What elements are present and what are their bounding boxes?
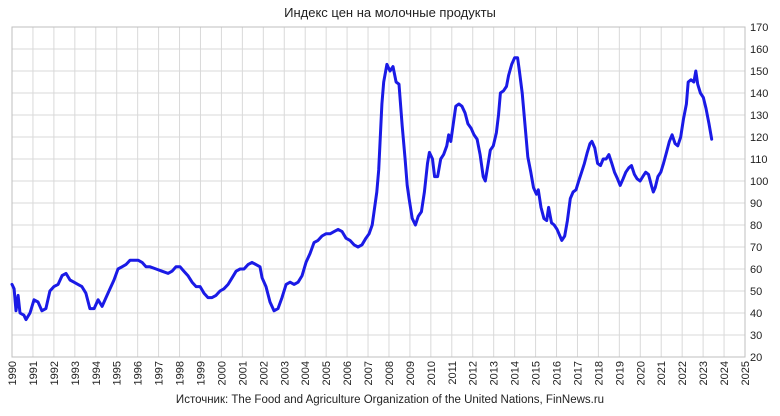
x-tick-label: 2010 xyxy=(426,361,438,385)
y-tick-label: 60 xyxy=(750,264,762,276)
x-tick-label: 2014 xyxy=(510,361,522,385)
x-tick-label: 1998 xyxy=(175,361,187,385)
y-tick-label: 140 xyxy=(750,88,768,100)
x-tick-label: 2008 xyxy=(384,361,396,385)
chart-title: Индекс цен на молочные продукты xyxy=(284,5,496,20)
x-tick-label: 2020 xyxy=(635,361,647,385)
x-tick-label: 2006 xyxy=(342,361,354,385)
y-tick-label: 120 xyxy=(750,132,768,144)
x-tick-label: 2011 xyxy=(447,361,459,385)
x-tick-label: 2004 xyxy=(300,361,312,385)
y-tick-label: 20 xyxy=(750,352,762,364)
y-tick-label: 150 xyxy=(750,66,768,78)
y-tick-label: 130 xyxy=(750,110,768,122)
y-tick-label: 50 xyxy=(750,286,762,298)
data-line xyxy=(10,56,714,322)
x-tick-label: 2012 xyxy=(468,361,480,385)
x-tick-label: 2005 xyxy=(321,361,333,385)
x-tick-label: 2021 xyxy=(656,361,668,385)
x-tick-label: 2022 xyxy=(677,361,689,385)
x-tick-label: 2000 xyxy=(216,361,228,385)
y-tick-label: 90 xyxy=(750,198,762,210)
y-tick-label: 40 xyxy=(750,308,762,320)
x-tick-label: 1990 xyxy=(7,361,19,385)
x-tick-label: 1992 xyxy=(49,361,61,385)
x-tick-label: 2016 xyxy=(552,361,564,385)
y-tick-label: 80 xyxy=(750,220,762,232)
x-tick-label: 1994 xyxy=(91,361,103,385)
plot-frame xyxy=(11,26,746,358)
x-tick-label: 2015 xyxy=(531,361,543,385)
x-tick-label: 1997 xyxy=(154,361,166,385)
x-tick-label: 1995 xyxy=(112,361,124,385)
x-tick-label: 1999 xyxy=(195,361,207,385)
x-tick-label: 2018 xyxy=(593,361,605,385)
x-tick-label: 2009 xyxy=(405,361,417,385)
y-tick-label: 70 xyxy=(750,242,762,254)
y-tick-label: 110 xyxy=(750,154,768,166)
x-tick-label: 2019 xyxy=(614,361,626,385)
y-tick-label: 170 xyxy=(750,22,768,34)
x-tick-label: 1991 xyxy=(28,361,40,385)
x-tick-label: 2001 xyxy=(237,361,249,385)
x-tick-label: 2023 xyxy=(698,361,710,385)
y-tick-label: 160 xyxy=(750,44,768,56)
source-note: Источник: The Food and Agriculture Organ… xyxy=(176,394,604,406)
y-tick-label: 100 xyxy=(750,176,768,188)
x-tick-label: 2017 xyxy=(572,361,584,385)
x-tick-label: 1996 xyxy=(133,361,145,385)
x-tick-label: 2002 xyxy=(258,361,270,385)
x-tick-label: 2025 xyxy=(740,361,752,385)
x-tick-label: 1993 xyxy=(70,361,82,385)
y-tick-label: 30 xyxy=(750,330,762,342)
x-tick-label: 2024 xyxy=(719,361,731,385)
x-tick-label: 2013 xyxy=(489,361,501,385)
x-tick-label: 2007 xyxy=(363,361,375,385)
x-tick-label: 2003 xyxy=(279,361,291,385)
